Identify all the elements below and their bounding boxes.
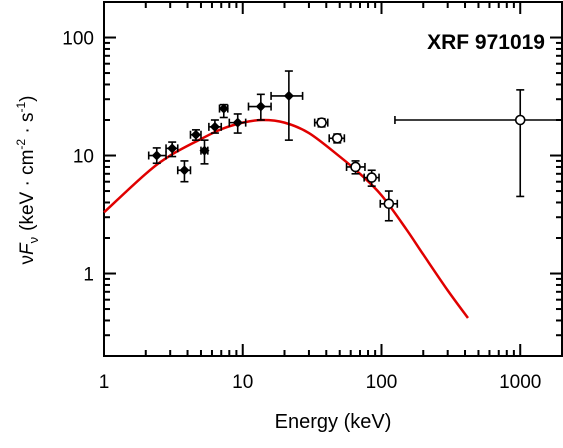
data-point (147, 147, 167, 165)
y-axis-label: νFν (keV · cm-2 · s-1) (14, 96, 41, 265)
filled-diamond-marker (218, 103, 229, 114)
data-point (345, 160, 366, 175)
data-point (270, 70, 304, 141)
filled-diamond-marker (199, 145, 210, 156)
open-circle-marker (366, 172, 377, 183)
y-axis-label-f: F (17, 242, 38, 255)
chart-title: XRF 971019 (427, 31, 545, 54)
y-tick-label: 100 (62, 29, 94, 50)
open-circle-marker (514, 114, 526, 126)
filled-diamond-marker (151, 150, 162, 161)
y-axis-label-mid: · s (17, 113, 38, 139)
filled-diamond-marker (179, 165, 190, 176)
plot-frame (103, 1, 563, 357)
model-curve-layer (103, 118, 469, 319)
y-axis-label-exp2: -1 (14, 102, 28, 113)
y-tick-label: 10 (73, 147, 94, 168)
x-tick-label: 1 (99, 372, 110, 393)
axis-ticks: 1 10 100 1000 1 10 100 (62, 1, 563, 393)
y-axis-label-post: ) (17, 96, 38, 102)
y-axis-label-sub: ν (26, 237, 41, 244)
x-tick-label: 1000 (499, 372, 541, 393)
data-point (328, 132, 346, 144)
y-tick-label: 1 (83, 265, 94, 286)
data-point (379, 190, 399, 222)
y-axis-label-pre: (keV · cm (17, 150, 38, 231)
data-point (218, 103, 229, 119)
data-point (199, 139, 210, 165)
data-point (176, 160, 192, 183)
data-point (165, 141, 179, 158)
data-point (363, 169, 380, 187)
open-circle-marker (350, 161, 361, 173)
data-point (208, 119, 223, 134)
data-point (313, 117, 329, 128)
open-circle-marker (331, 132, 343, 144)
filled-diamond-marker (255, 101, 266, 112)
data-points-layer (147, 70, 563, 222)
data-point (247, 93, 272, 121)
data-point (189, 129, 202, 141)
filled-diamond-marker (167, 143, 178, 154)
filled-diamond-marker (190, 129, 201, 140)
filled-diamond-marker (232, 117, 243, 128)
data-point (394, 89, 563, 198)
y-axis-label-exp1: -2 (14, 139, 28, 150)
model-curve (103, 118, 469, 319)
x-tick-label: 100 (366, 372, 398, 393)
x-axis-label: Energy (keV) (275, 411, 392, 433)
data-point (228, 113, 247, 134)
open-circle-marker (383, 198, 395, 210)
open-circle-marker (316, 117, 327, 128)
y-axis-label-nu: ν (17, 255, 38, 265)
filled-diamond-marker (209, 121, 220, 132)
x-tick-label: 10 (232, 372, 253, 393)
filled-diamond-marker (283, 90, 294, 101)
